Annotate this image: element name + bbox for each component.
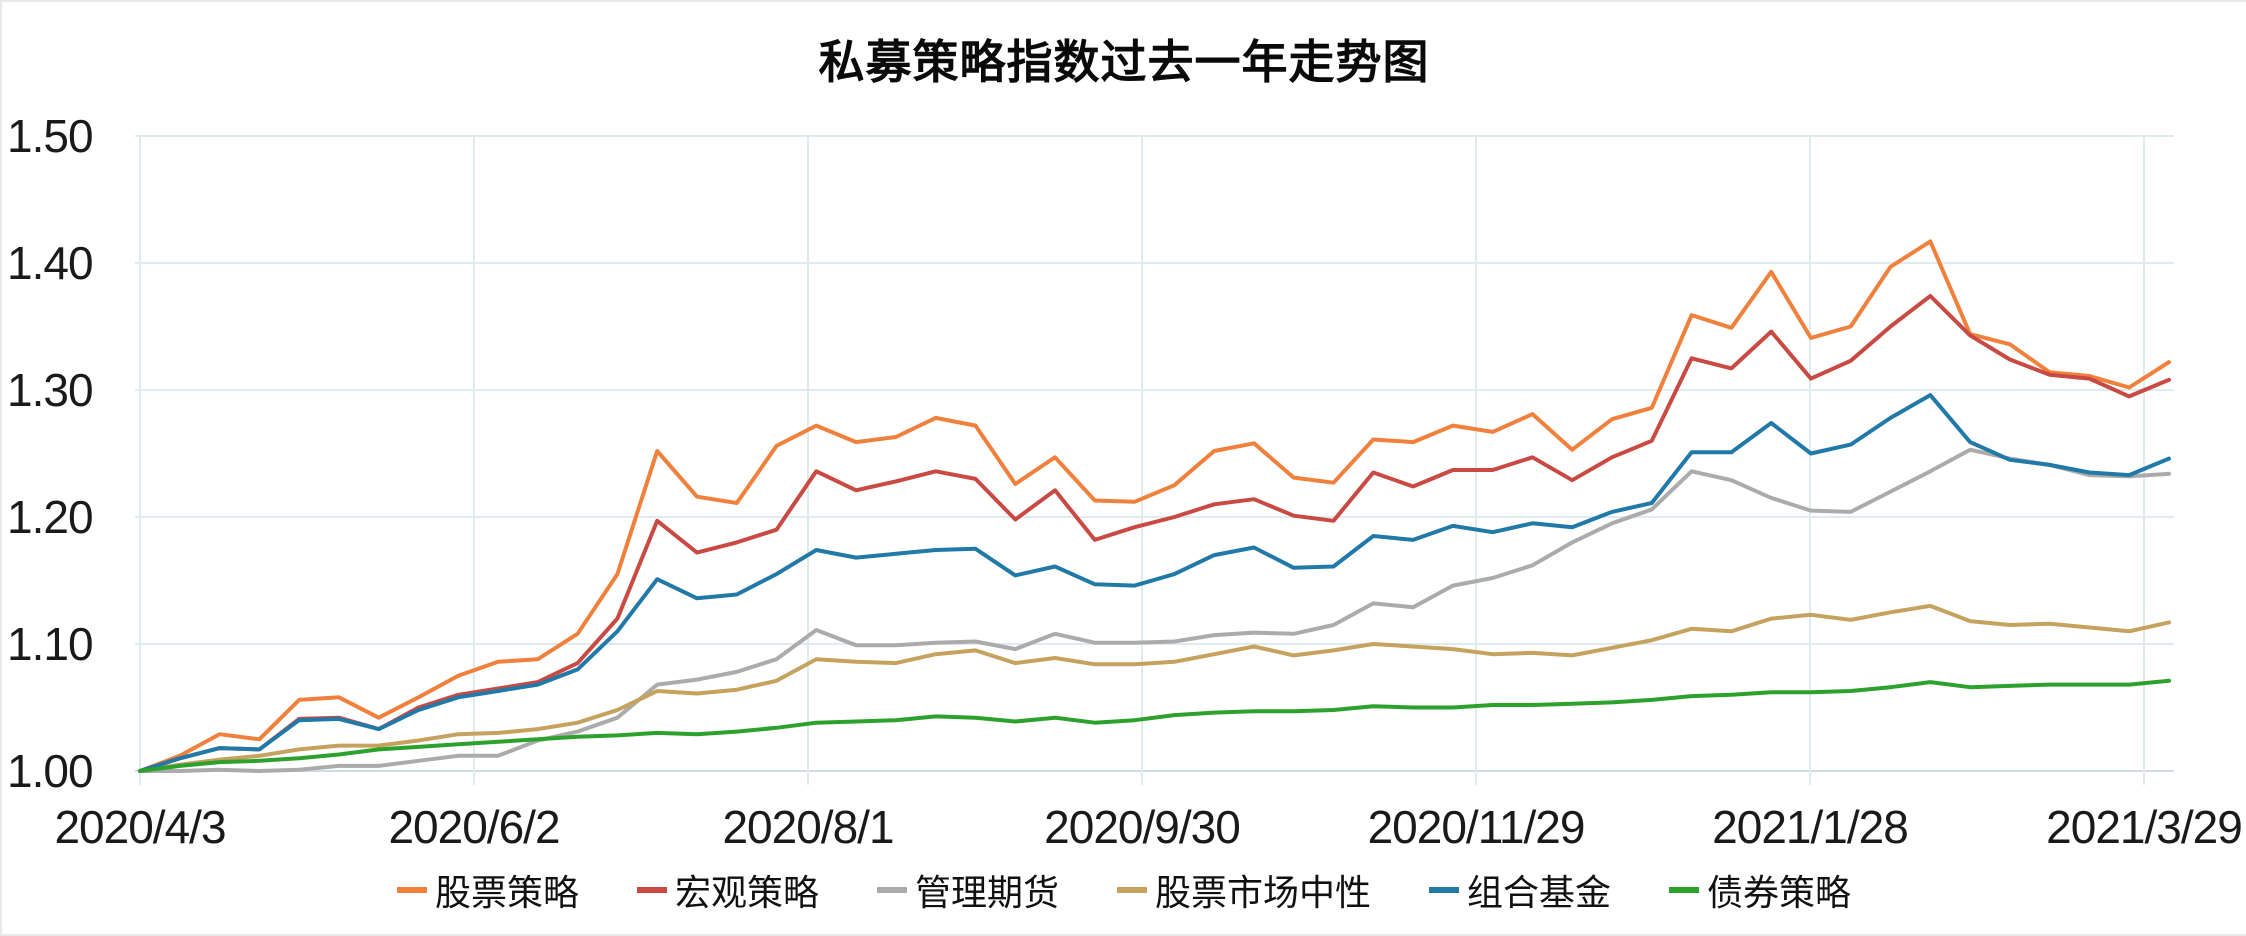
legend-item-组合基金[interactable]: 组合基金 — [1429, 864, 1611, 916]
legend-swatch-icon — [1429, 887, 1460, 893]
y-tick-label: 1.30 — [7, 364, 94, 416]
y-tick-label: 1.10 — [7, 618, 94, 670]
legend-label: 股票市场中性 — [1155, 872, 1372, 913]
y-tick-label: 1.50 — [7, 110, 94, 162]
legend: 股票策略 宏观策略 管理期货 股票市场中性 组合基金 债券策略 — [2, 864, 2246, 916]
legend-item-宏观策略[interactable]: 宏观策略 — [636, 864, 819, 916]
legend-swatch-icon — [636, 887, 667, 893]
series-line-债券策略 — [138, 678, 2171, 773]
legend-label: 债券策略 — [1707, 872, 1852, 913]
chart-title: 私募策略指数过去一年走势图 — [818, 36, 1430, 88]
legend-swatch-icon — [1117, 887, 1147, 893]
x-tick-label: 2021/3/29 — [2046, 801, 2243, 853]
legend-item-债券策略[interactable]: 债券策略 — [1669, 864, 1851, 916]
series-line-管理期货 — [138, 447, 2171, 773]
legend-label: 组合基金 — [1467, 872, 1612, 913]
x-tick-label: 2020/4/3 — [54, 801, 226, 853]
series-line-组合基金 — [138, 393, 2171, 773]
legend-item-股票市场中性[interactable]: 股票市场中性 — [1117, 864, 1371, 916]
series-line-宏观策略 — [138, 294, 2171, 773]
x-tick-label: 2021/1/28 — [1712, 801, 1909, 853]
legend-item-股票策略[interactable]: 股票策略 — [396, 864, 579, 916]
y-tick-label: 1.20 — [7, 491, 94, 543]
series-line-股票市场中性 — [138, 603, 2171, 773]
y-tick-label: 1.40 — [7, 237, 94, 289]
legend-label: 宏观策略 — [674, 872, 819, 913]
x-tick-label: 2020/8/1 — [722, 801, 894, 853]
x-tick-label: 2020/6/2 — [388, 801, 560, 853]
legend-label: 管理期货 — [914, 872, 1059, 913]
series-line-股票策略 — [138, 239, 2171, 773]
legend-label: 股票策略 — [434, 872, 579, 913]
legend-item-管理期货[interactable]: 管理期货 — [876, 864, 1059, 916]
x-tick-label: 2020/9/30 — [1044, 801, 1241, 853]
legend-swatch-icon — [1669, 887, 1700, 893]
x-tick-label: 2020/11/29 — [1367, 801, 1586, 853]
legend-swatch-icon — [396, 887, 427, 893]
legend-swatch-icon — [876, 887, 907, 893]
y-tick-label: 1.00 — [7, 745, 94, 797]
